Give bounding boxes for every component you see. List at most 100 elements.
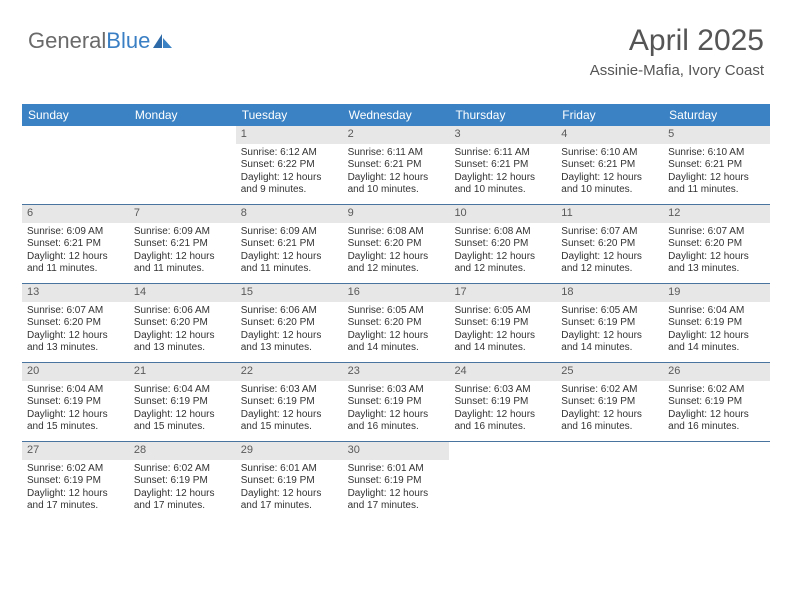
day-details: Sunrise: 6:02 AMSunset: 6:19 PMDaylight:… bbox=[556, 381, 663, 439]
day-sunset: Sunset: 6:20 PM bbox=[561, 238, 658, 251]
day-sunrise: Sunrise: 6:08 AM bbox=[348, 226, 445, 239]
day-day2: and 16 minutes. bbox=[668, 421, 765, 434]
weekday-header: Tuesday bbox=[236, 104, 343, 126]
calendar-cell: 26Sunrise: 6:02 AMSunset: 6:19 PMDayligh… bbox=[663, 363, 770, 441]
day-day2: and 13 minutes. bbox=[134, 342, 231, 355]
day-day1: Daylight: 12 hours bbox=[668, 172, 765, 185]
day-day2: and 17 minutes. bbox=[241, 500, 338, 513]
calendar-cell: 2Sunrise: 6:11 AMSunset: 6:21 PMDaylight… bbox=[343, 126, 450, 204]
day-day1: Daylight: 12 hours bbox=[27, 330, 124, 343]
calendar-cell: 7Sunrise: 6:09 AMSunset: 6:21 PMDaylight… bbox=[129, 205, 236, 283]
day-number: 12 bbox=[663, 205, 770, 223]
day-sunrise: Sunrise: 6:02 AM bbox=[668, 384, 765, 397]
calendar-cell: 25Sunrise: 6:02 AMSunset: 6:19 PMDayligh… bbox=[556, 363, 663, 441]
calendar-cell: 10Sunrise: 6:08 AMSunset: 6:20 PMDayligh… bbox=[449, 205, 556, 283]
day-day1: Daylight: 12 hours bbox=[241, 251, 338, 264]
day-number: 16 bbox=[343, 284, 450, 302]
day-details: Sunrise: 6:01 AMSunset: 6:19 PMDaylight:… bbox=[236, 460, 343, 518]
day-sunrise: Sunrise: 6:05 AM bbox=[561, 305, 658, 318]
day-day1: Daylight: 12 hours bbox=[348, 172, 445, 185]
calendar-cell: 20Sunrise: 6:04 AMSunset: 6:19 PMDayligh… bbox=[22, 363, 129, 441]
day-sunrise: Sunrise: 6:05 AM bbox=[454, 305, 551, 318]
day-number: 3 bbox=[449, 126, 556, 144]
logo: GeneralBlue bbox=[28, 28, 174, 54]
day-number: 6 bbox=[22, 205, 129, 223]
day-number: 18 bbox=[556, 284, 663, 302]
day-details: Sunrise: 6:04 AMSunset: 6:19 PMDaylight:… bbox=[663, 302, 770, 360]
day-sunset: Sunset: 6:19 PM bbox=[134, 475, 231, 488]
weekday-header: Thursday bbox=[449, 104, 556, 126]
day-sunrise: Sunrise: 6:10 AM bbox=[561, 147, 658, 160]
day-sunset: Sunset: 6:19 PM bbox=[27, 396, 124, 409]
day-number: 30 bbox=[343, 442, 450, 460]
calendar-cell: 13Sunrise: 6:07 AMSunset: 6:20 PMDayligh… bbox=[22, 284, 129, 362]
day-day2: and 16 minutes. bbox=[561, 421, 658, 434]
day-sunset: Sunset: 6:19 PM bbox=[454, 317, 551, 330]
day-sunrise: Sunrise: 6:04 AM bbox=[668, 305, 765, 318]
day-sunrise: Sunrise: 6:04 AM bbox=[134, 384, 231, 397]
day-number: 5 bbox=[663, 126, 770, 144]
calendar-cell: 1Sunrise: 6:12 AMSunset: 6:22 PMDaylight… bbox=[236, 126, 343, 204]
day-sunrise: Sunrise: 6:10 AM bbox=[668, 147, 765, 160]
day-day1: Daylight: 12 hours bbox=[561, 251, 658, 264]
calendar-cell: 27Sunrise: 6:02 AMSunset: 6:19 PMDayligh… bbox=[22, 442, 129, 520]
calendar-cell: 24Sunrise: 6:03 AMSunset: 6:19 PMDayligh… bbox=[449, 363, 556, 441]
day-day2: and 17 minutes. bbox=[134, 500, 231, 513]
day-day1: Daylight: 12 hours bbox=[134, 488, 231, 501]
day-number: 19 bbox=[663, 284, 770, 302]
calendar-cell: 14Sunrise: 6:06 AMSunset: 6:20 PMDayligh… bbox=[129, 284, 236, 362]
weekday-header: Wednesday bbox=[343, 104, 450, 126]
day-details: Sunrise: 6:08 AMSunset: 6:20 PMDaylight:… bbox=[449, 223, 556, 281]
weekday-header: Monday bbox=[129, 104, 236, 126]
day-day1: Daylight: 12 hours bbox=[454, 251, 551, 264]
day-day2: and 14 minutes. bbox=[561, 342, 658, 355]
day-day2: and 9 minutes. bbox=[241, 184, 338, 197]
day-sunset: Sunset: 6:20 PM bbox=[134, 317, 231, 330]
day-day2: and 10 minutes. bbox=[454, 184, 551, 197]
day-day1: Daylight: 12 hours bbox=[134, 330, 231, 343]
day-day1: Daylight: 12 hours bbox=[561, 409, 658, 422]
calendar-row: 1Sunrise: 6:12 AMSunset: 6:22 PMDaylight… bbox=[22, 126, 770, 204]
day-day1: Daylight: 12 hours bbox=[241, 488, 338, 501]
day-sunset: Sunset: 6:19 PM bbox=[241, 475, 338, 488]
day-day1: Daylight: 12 hours bbox=[241, 330, 338, 343]
day-details: Sunrise: 6:07 AMSunset: 6:20 PMDaylight:… bbox=[22, 302, 129, 360]
day-details: Sunrise: 6:03 AMSunset: 6:19 PMDaylight:… bbox=[236, 381, 343, 439]
day-day1: Daylight: 12 hours bbox=[348, 409, 445, 422]
day-day2: and 11 minutes. bbox=[241, 263, 338, 276]
day-day2: and 15 minutes. bbox=[241, 421, 338, 434]
day-sunrise: Sunrise: 6:01 AM bbox=[241, 463, 338, 476]
day-sunrise: Sunrise: 6:11 AM bbox=[454, 147, 551, 160]
calendar-cell: 30Sunrise: 6:01 AMSunset: 6:19 PMDayligh… bbox=[343, 442, 450, 520]
day-number: 17 bbox=[449, 284, 556, 302]
day-day2: and 17 minutes. bbox=[27, 500, 124, 513]
day-details: Sunrise: 6:05 AMSunset: 6:19 PMDaylight:… bbox=[449, 302, 556, 360]
calendar-cell: 3Sunrise: 6:11 AMSunset: 6:21 PMDaylight… bbox=[449, 126, 556, 204]
day-day1: Daylight: 12 hours bbox=[668, 409, 765, 422]
day-sunrise: Sunrise: 6:02 AM bbox=[27, 463, 124, 476]
calendar-row: 20Sunrise: 6:04 AMSunset: 6:19 PMDayligh… bbox=[22, 362, 770, 441]
day-day2: and 15 minutes. bbox=[27, 421, 124, 434]
calendar-cell: 23Sunrise: 6:03 AMSunset: 6:19 PMDayligh… bbox=[343, 363, 450, 441]
day-details: Sunrise: 6:06 AMSunset: 6:20 PMDaylight:… bbox=[129, 302, 236, 360]
day-day2: and 12 minutes. bbox=[348, 263, 445, 276]
day-day1: Daylight: 12 hours bbox=[454, 330, 551, 343]
day-day1: Daylight: 12 hours bbox=[668, 330, 765, 343]
logo-text-2: Blue bbox=[106, 28, 150, 54]
calendar-cell: 21Sunrise: 6:04 AMSunset: 6:19 PMDayligh… bbox=[129, 363, 236, 441]
day-day2: and 17 minutes. bbox=[348, 500, 445, 513]
day-number: 7 bbox=[129, 205, 236, 223]
location-subtitle: Assinie-Mafia, Ivory Coast bbox=[590, 62, 764, 79]
calendar-cell: 19Sunrise: 6:04 AMSunset: 6:19 PMDayligh… bbox=[663, 284, 770, 362]
calendar-row: 27Sunrise: 6:02 AMSunset: 6:19 PMDayligh… bbox=[22, 441, 770, 520]
day-details: Sunrise: 6:07 AMSunset: 6:20 PMDaylight:… bbox=[663, 223, 770, 281]
day-day2: and 11 minutes. bbox=[27, 263, 124, 276]
day-details: Sunrise: 6:02 AMSunset: 6:19 PMDaylight:… bbox=[129, 460, 236, 518]
day-number: 10 bbox=[449, 205, 556, 223]
day-day2: and 12 minutes. bbox=[561, 263, 658, 276]
day-number: 11 bbox=[556, 205, 663, 223]
day-sunrise: Sunrise: 6:03 AM bbox=[348, 384, 445, 397]
weekday-header: Saturday bbox=[663, 104, 770, 126]
day-number: 13 bbox=[22, 284, 129, 302]
day-sunset: Sunset: 6:21 PM bbox=[561, 159, 658, 172]
